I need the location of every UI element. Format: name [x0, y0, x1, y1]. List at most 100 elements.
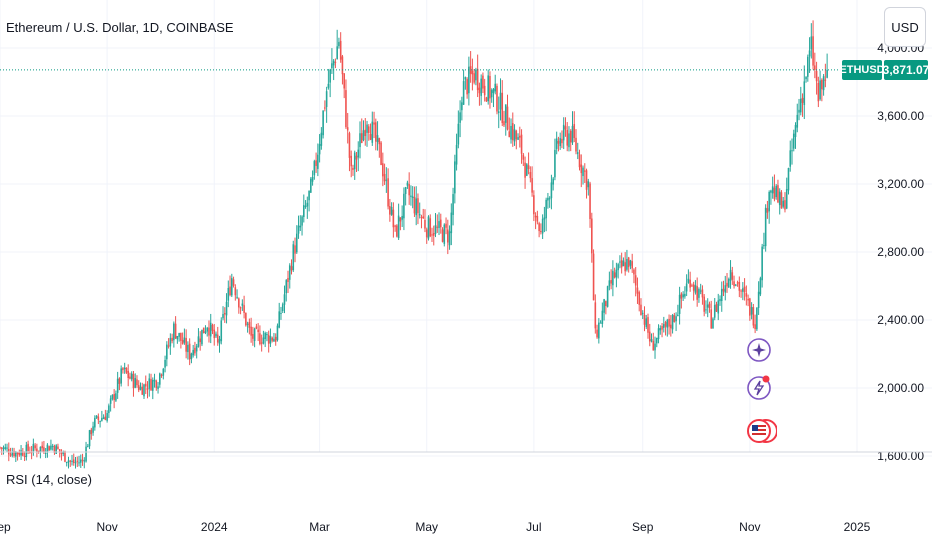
lightning-icon[interactable]	[747, 375, 771, 401]
candle-body	[545, 199, 547, 219]
candle	[738, 276, 741, 298]
rsi-indicator-label[interactable]: RSI (14, close)	[6, 472, 92, 487]
candle-body	[596, 329, 598, 338]
candle	[122, 367, 124, 374]
candle-body	[768, 191, 770, 212]
candle	[708, 301, 711, 313]
candle	[483, 78, 486, 102]
candle	[143, 383, 145, 399]
candle-body	[287, 277, 289, 283]
candle	[554, 138, 556, 181]
candle	[425, 227, 428, 244]
candle	[297, 215, 300, 239]
candle	[373, 111, 375, 139]
candle-body	[18, 452, 21, 456]
candle-body	[583, 170, 586, 172]
candle	[72, 453, 75, 466]
candle	[480, 74, 482, 106]
candle	[620, 252, 623, 274]
candle	[727, 277, 730, 289]
candle	[259, 325, 261, 346]
candle-body	[106, 412, 108, 421]
candle-body	[541, 218, 544, 234]
candle-body	[357, 149, 360, 158]
candle-body	[812, 36, 814, 66]
candle	[299, 215, 302, 232]
candle-body	[425, 229, 428, 238]
candle	[655, 337, 658, 348]
candle	[199, 331, 201, 351]
candle-body	[362, 130, 365, 141]
candle	[36, 443, 38, 458]
candle	[462, 69, 465, 105]
candle	[46, 443, 49, 458]
candle	[169, 333, 172, 355]
candle-body	[473, 73, 475, 83]
candle-body	[464, 77, 467, 80]
candle	[239, 306, 242, 315]
candle	[687, 269, 690, 284]
candle	[698, 287, 700, 303]
candle	[619, 255, 621, 269]
candle	[489, 71, 491, 109]
candle-body	[310, 178, 312, 193]
candle	[0, 447, 3, 455]
candle-body	[740, 290, 742, 292]
candle	[559, 132, 561, 150]
candle	[515, 129, 518, 150]
x-tick-label: Jul	[526, 520, 541, 534]
candle	[689, 271, 691, 292]
candle-body	[125, 367, 128, 373]
candle	[494, 74, 497, 95]
candle	[339, 32, 342, 63]
candle-body	[510, 125, 512, 140]
candle-body	[492, 88, 495, 94]
candle	[645, 314, 648, 329]
candle-body	[526, 164, 528, 176]
candle	[742, 282, 744, 301]
candle-body	[798, 109, 800, 113]
candle-body	[469, 66, 472, 74]
candle	[650, 333, 653, 343]
candle	[51, 443, 54, 451]
candle	[181, 332, 184, 345]
candle-body	[392, 209, 395, 228]
candle-body	[661, 326, 663, 330]
candle	[631, 253, 633, 273]
candle	[411, 186, 414, 209]
candle	[427, 215, 430, 241]
compass-icon[interactable]	[747, 338, 771, 362]
candle	[735, 283, 737, 287]
candle	[415, 186, 417, 226]
y-axis-labels: 1,600.00 2,000.00 2,400.00 2,800.00 3,200.00…	[877, 41, 924, 463]
candle	[375, 118, 377, 151]
candle-body	[171, 337, 173, 342]
candle-body	[39, 446, 42, 452]
candle-body	[543, 217, 546, 220]
candle	[550, 174, 553, 210]
candle-body	[626, 258, 628, 270]
candle-body	[180, 332, 182, 341]
us-flag-icon[interactable]	[747, 416, 777, 446]
candle-body	[67, 460, 70, 463]
candle-body	[508, 131, 511, 138]
candle-body	[424, 219, 426, 229]
candle	[173, 321, 175, 348]
candle-body	[582, 167, 584, 177]
candle	[343, 73, 345, 99]
candle-body	[533, 195, 535, 215]
candle-body	[238, 298, 240, 308]
candle-body	[713, 305, 716, 318]
candle-body	[471, 70, 474, 75]
candle-body	[169, 337, 172, 347]
candle	[101, 410, 103, 422]
candle-body	[231, 278, 233, 296]
candle	[118, 377, 121, 391]
currency-button[interactable]: USD	[884, 7, 926, 47]
candle-body	[20, 450, 22, 456]
candle-body	[622, 260, 625, 267]
candle-body	[782, 200, 785, 207]
candle-body	[34, 445, 36, 449]
candle-body	[810, 36, 813, 50]
